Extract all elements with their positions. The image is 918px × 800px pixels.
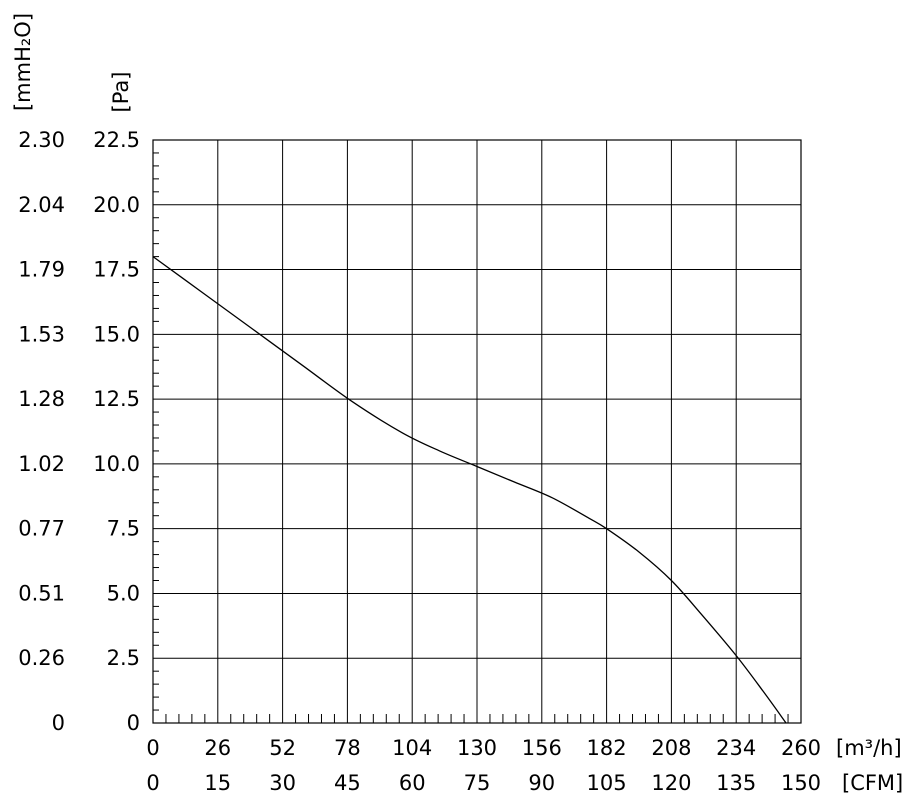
y-tick-label-pa: 0 — [127, 711, 140, 735]
grid-lines — [153, 140, 801, 723]
x-tick-label-cfm: 150 — [781, 771, 821, 795]
y-tick-label-mmh2o: 0.51 — [18, 581, 65, 605]
y-tick-label-pa: 20.0 — [93, 193, 140, 217]
y-tick-label-pa: 10.0 — [93, 452, 140, 476]
y-tick-label-pa: 7.5 — [107, 517, 140, 541]
y-tick-label-mmh2o: 2.30 — [18, 128, 65, 152]
y-axis-unit-pa: [Pa] — [109, 72, 133, 113]
x-tick-label-m3h: 234 — [716, 736, 756, 760]
y-tick-label-pa: 5.0 — [107, 581, 140, 605]
x-tick-label-m3h: 104 — [392, 736, 432, 760]
y-tick-label-mmh2o: 1.79 — [18, 258, 65, 282]
x-axis-unit-m3h: [m³/h] — [836, 736, 902, 760]
x-tick-label-cfm: 15 — [204, 771, 231, 795]
y-tick-label-mmh2o: 1.53 — [18, 322, 65, 346]
minor-ticks — [153, 152, 789, 723]
y-axis-unit-mmh2o: [mmH₂O] — [11, 13, 35, 111]
x-tick-label-m3h: 52 — [269, 736, 296, 760]
tick-labels: 0026155230784510460130751569018210520812… — [18, 128, 821, 795]
x-tick-label-m3h: 130 — [457, 736, 497, 760]
y-tick-label-pa: 15.0 — [93, 322, 140, 346]
y-tick-label-pa: 2.5 — [107, 646, 140, 670]
x-tick-label-m3h: 260 — [781, 736, 821, 760]
x-tick-label-cfm: 75 — [464, 771, 491, 795]
x-tick-label-cfm: 0 — [146, 771, 159, 795]
x-tick-label-cfm: 120 — [651, 771, 691, 795]
y-tick-label-mmh2o: 0.26 — [18, 646, 65, 670]
x-tick-label-m3h: 0 — [146, 736, 159, 760]
y-tick-label-mmh2o: 2.04 — [18, 193, 65, 217]
x-tick-label-cfm: 90 — [528, 771, 555, 795]
x-tick-label-cfm: 105 — [587, 771, 627, 795]
x-tick-label-m3h: 182 — [587, 736, 627, 760]
x-tick-label-m3h: 26 — [204, 736, 231, 760]
y-tick-label-mmh2o: 1.28 — [18, 387, 65, 411]
plot-area-frame — [152, 139, 802, 724]
x-tick-label-m3h: 78 — [334, 736, 361, 760]
y-tick-label-mmh2o: 1.02 — [18, 452, 65, 476]
x-tick-label-cfm: 135 — [716, 771, 756, 795]
y-tick-label-pa: 17.5 — [93, 258, 140, 282]
x-tick-label-cfm: 60 — [399, 771, 426, 795]
y-tick-label-mmh2o: 0 — [52, 711, 65, 735]
x-tick-label-cfm: 45 — [334, 771, 361, 795]
x-tick-label-m3h: 208 — [651, 736, 691, 760]
x-axis-unit-cfm: [CFM] — [842, 771, 903, 795]
curve-layer — [152, 256, 787, 724]
y-tick-label-mmh2o: 0.77 — [18, 517, 65, 541]
y-tick-label-pa: 22.5 — [93, 128, 140, 152]
x-tick-label-cfm: 30 — [269, 771, 296, 795]
y-tick-label-pa: 12.5 — [93, 387, 140, 411]
x-tick-label-m3h: 156 — [522, 736, 562, 760]
pressure-flow-curve — [152, 256, 787, 724]
